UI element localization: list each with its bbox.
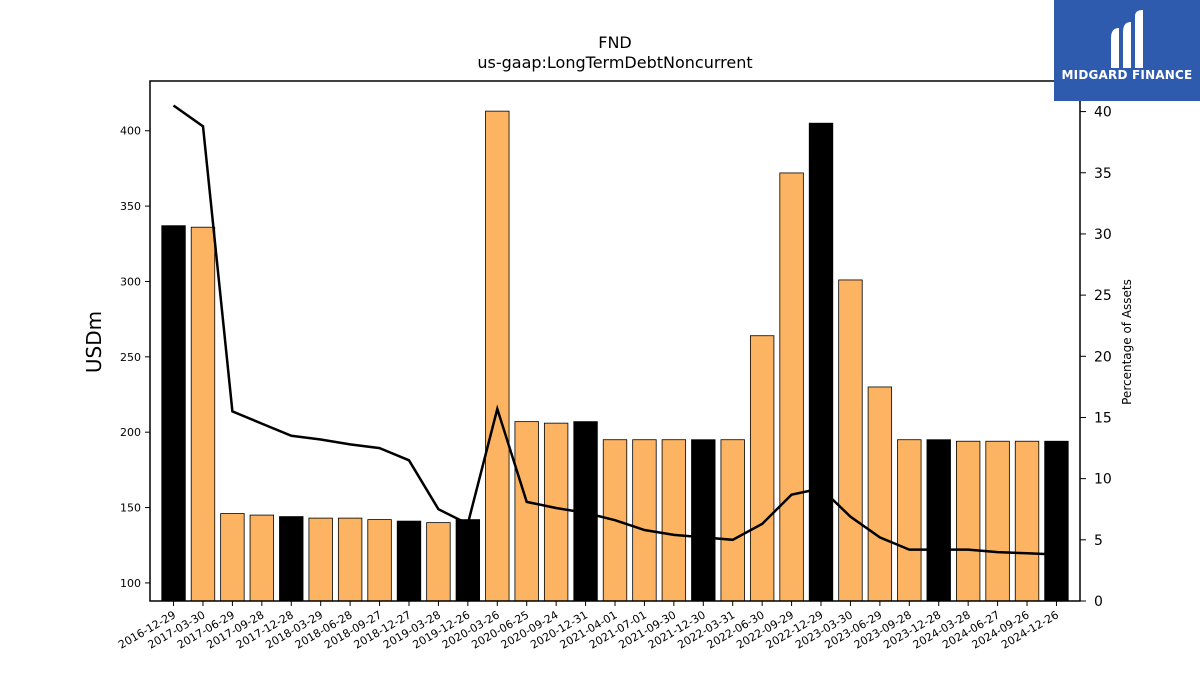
y-tick-label: 250: [120, 351, 141, 364]
bar: [455, 519, 481, 602]
bar: [867, 386, 893, 602]
y-axis-label: USDm: [82, 311, 106, 373]
bar: [749, 335, 775, 602]
bar: [337, 517, 363, 602]
bar: [955, 440, 981, 602]
bar: [308, 517, 333, 602]
y2-tick-label: 5: [1094, 533, 1103, 549]
bar: [220, 513, 245, 602]
bar: [161, 225, 186, 602]
bar: [249, 514, 275, 602]
bar: [808, 122, 834, 602]
bar: [514, 421, 539, 602]
y-tick-label: 150: [120, 502, 141, 515]
bars-group: [161, 110, 1069, 602]
bar: [779, 172, 804, 602]
bar: [1044, 440, 1069, 602]
y2-tick-label: 25: [1094, 288, 1112, 304]
logo-mark-icon: [1111, 10, 1143, 68]
y-tick-label: 300: [120, 275, 141, 288]
logo-text: MIDGARD FINANCE: [1061, 68, 1193, 82]
y2-axis-label: Percentage of Assets: [1120, 279, 1134, 405]
bar: [543, 422, 569, 602]
y2-tick-label: 30: [1094, 227, 1112, 243]
bar: [485, 110, 510, 602]
y-tick-label: 200: [120, 426, 141, 439]
y2-tick-label: 40: [1094, 105, 1112, 121]
bar: [661, 439, 687, 602]
bar: [691, 439, 716, 602]
bar: [426, 522, 451, 602]
bar: [396, 520, 422, 602]
y2-tick-label: 20: [1094, 349, 1112, 365]
y2-tick-label: 35: [1094, 166, 1112, 182]
y-tick-label: 100: [120, 577, 141, 590]
line-group: [172, 104, 1057, 556]
bar: [279, 516, 304, 602]
bar: [897, 439, 922, 602]
series-line: [172, 104, 1057, 556]
bar: [720, 439, 745, 602]
bar: [190, 226, 216, 602]
y-tick-label: 400: [120, 125, 141, 138]
brand-logo: MIDGARD FINANCE: [1054, 0, 1200, 101]
bar: [632, 439, 657, 602]
y2-tick-label: 15: [1094, 410, 1112, 426]
bar: [838, 279, 863, 602]
chart-subtitle: us-gaap:LongTermDebtNoncurrent: [477, 53, 752, 72]
bar: [1014, 440, 1040, 602]
bar: [985, 440, 1010, 602]
y2-tick-label: 0: [1094, 594, 1103, 610]
bar: [926, 439, 951, 602]
y-tick-label: 350: [120, 200, 141, 213]
y2-tick-label: 10: [1094, 472, 1112, 488]
bar: [367, 519, 392, 602]
chart-title: FND: [598, 33, 632, 52]
